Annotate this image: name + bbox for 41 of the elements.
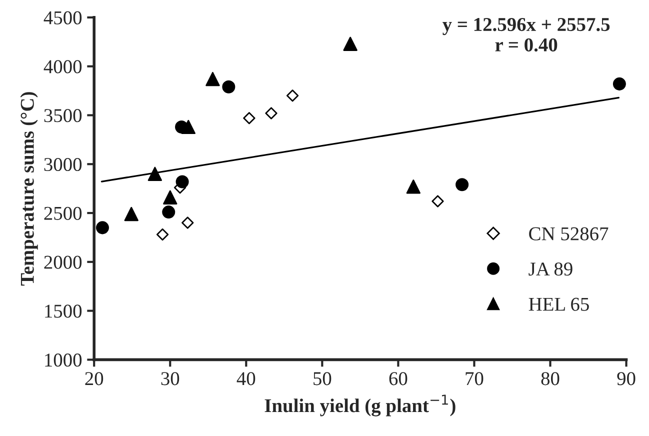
x-tick-label: 40 [236, 372, 256, 386]
y-tick-label: 3500 [44, 109, 82, 122]
y-tick-label: 2000 [44, 256, 82, 269]
point [265, 107, 278, 120]
point [176, 175, 189, 188]
y-tick-label: 4500 [44, 11, 82, 24]
x-tick-label: 20 [85, 372, 104, 386]
x-axis-title: Inulin yield (g plant$^{−1}$) [264, 394, 456, 416]
x-tick-label: 50 [314, 372, 332, 386]
point [206, 72, 220, 86]
x-tick-label: 30 [161, 372, 180, 386]
x-tick-label: 90 [617, 372, 636, 386]
point [148, 166, 162, 181]
y-tick-label: 1500 [45, 304, 82, 318]
point [163, 190, 178, 204]
y-tick-label: 3000 [44, 158, 82, 172]
legend-label: CN 52867 [529, 227, 608, 240]
point [286, 90, 299, 102]
annotation: y = 12.596x + 2557.5 r = 0.40 [442, 18, 610, 52]
y-tick-label: 2500 [44, 206, 82, 220]
point [612, 77, 626, 90]
point [243, 112, 256, 124]
y-tick-label: 4000 [44, 60, 82, 74]
point [124, 206, 138, 222]
point [432, 195, 444, 208]
y-axis-title: Temperature sums (°C) [20, 92, 38, 286]
y-tick-label: 1000 [45, 354, 82, 367]
point [406, 180, 421, 194]
point [222, 80, 236, 94]
legend-label: JA 89 [528, 262, 572, 276]
point [181, 120, 196, 134]
point [343, 36, 358, 51]
legend-label: HEL 65 [528, 298, 589, 311]
point [456, 178, 469, 192]
point [182, 216, 194, 229]
point [156, 228, 169, 241]
x-tick-label: 80 [541, 372, 560, 386]
x-tick-label: 70 [466, 372, 484, 386]
x-tick-label: 60 [389, 372, 408, 386]
point [162, 206, 176, 219]
point [96, 221, 109, 234]
